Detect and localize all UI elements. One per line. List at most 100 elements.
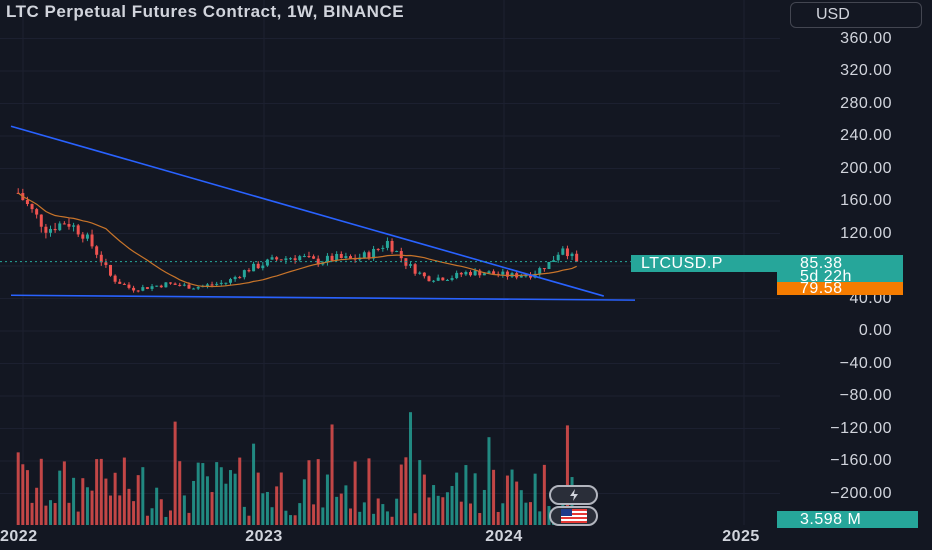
volume-bar bbox=[298, 503, 302, 525]
volume-bar bbox=[385, 511, 389, 525]
volume-bar bbox=[192, 480, 196, 525]
volume-bar bbox=[362, 502, 366, 525]
volume-bar bbox=[159, 499, 163, 525]
candle-body bbox=[164, 282, 168, 288]
volume-bar bbox=[372, 513, 376, 525]
candle-body bbox=[122, 283, 126, 285]
volume-bar bbox=[81, 478, 85, 525]
candle-body bbox=[381, 247, 385, 249]
volume-bar bbox=[325, 474, 329, 525]
volume-bar bbox=[109, 495, 113, 525]
volume-bar bbox=[67, 502, 71, 525]
candle-body bbox=[395, 250, 399, 252]
candle-body bbox=[53, 228, 57, 231]
volume-bar bbox=[210, 492, 214, 525]
descending-trendline[interactable] bbox=[10, 125, 605, 297]
candle-body bbox=[155, 285, 159, 287]
volume-bar bbox=[510, 469, 514, 525]
volume-bar bbox=[478, 512, 482, 525]
volume-bar bbox=[464, 465, 468, 525]
candle-body bbox=[99, 254, 103, 263]
volume-bar bbox=[505, 475, 509, 525]
volume-bar bbox=[44, 505, 48, 525]
volume-bar bbox=[127, 488, 131, 525]
us-flag-icon[interactable] bbox=[549, 506, 598, 526]
candle-body bbox=[492, 271, 496, 274]
candle-body bbox=[109, 264, 113, 276]
candle-body bbox=[293, 258, 297, 261]
volume-bar bbox=[492, 469, 496, 525]
candle-body bbox=[265, 259, 269, 266]
candle-body bbox=[118, 281, 122, 284]
support-trendline[interactable] bbox=[10, 294, 636, 301]
candle-body bbox=[344, 256, 348, 258]
candle-body bbox=[238, 277, 242, 279]
volume-bar bbox=[409, 412, 413, 525]
candle-body bbox=[432, 280, 436, 282]
volume-bar bbox=[113, 472, 117, 525]
volume-bar bbox=[330, 424, 334, 525]
candle-body bbox=[173, 283, 177, 285]
candle-body bbox=[487, 271, 491, 274]
candle-body bbox=[192, 288, 196, 290]
candle-body bbox=[136, 290, 140, 292]
candle-body bbox=[187, 284, 191, 289]
candle-body bbox=[35, 209, 39, 215]
volume-bar bbox=[312, 504, 316, 525]
candle-body bbox=[385, 240, 389, 248]
candle-body bbox=[233, 277, 237, 280]
candle-body bbox=[519, 275, 523, 278]
volume-bar bbox=[501, 503, 505, 525]
candle-body bbox=[62, 223, 66, 225]
candle-body bbox=[473, 270, 477, 276]
y-tick-label: 360.00 bbox=[840, 29, 892, 47]
volume-bar bbox=[136, 475, 140, 525]
volume-bar bbox=[95, 459, 99, 525]
candle-body bbox=[441, 277, 445, 281]
volume-bar bbox=[178, 461, 182, 525]
volume-bar bbox=[335, 496, 339, 525]
volume-bar bbox=[85, 487, 89, 525]
candle-body bbox=[575, 253, 579, 262]
candle-body bbox=[67, 224, 71, 227]
candle-body bbox=[459, 272, 463, 275]
candle-body bbox=[390, 240, 394, 252]
candle-body bbox=[399, 250, 403, 259]
currency-selector[interactable]: USD bbox=[790, 2, 922, 28]
volume-bar bbox=[49, 500, 53, 525]
lightning-icon[interactable] bbox=[549, 485, 598, 505]
candle-body bbox=[418, 272, 422, 274]
volume-bar bbox=[441, 497, 445, 525]
candle-body bbox=[76, 225, 80, 235]
candle-body bbox=[113, 275, 117, 282]
volume-bar bbox=[349, 508, 353, 525]
candle-body bbox=[570, 253, 574, 257]
candle-body bbox=[316, 258, 320, 265]
candle-body bbox=[275, 257, 279, 260]
volume-bar bbox=[482, 489, 486, 525]
volume-bar bbox=[515, 481, 519, 525]
y-tick-label: −40.00 bbox=[839, 354, 892, 372]
candle-body bbox=[362, 252, 366, 258]
bar-countdown: 5d 22h bbox=[800, 268, 852, 285]
candle-body bbox=[279, 259, 283, 261]
candle-body bbox=[422, 272, 426, 277]
chart-title: LTC Perpetual Futures Contract, 1W, BINA… bbox=[6, 2, 405, 21]
volume-bar bbox=[547, 506, 551, 525]
volume-bar bbox=[496, 511, 500, 525]
volume-bar bbox=[122, 457, 126, 525]
volume-bar bbox=[321, 507, 325, 525]
volume-bar bbox=[16, 452, 20, 525]
candle-body bbox=[450, 278, 454, 280]
candle-body bbox=[367, 252, 371, 259]
candle-body bbox=[247, 270, 251, 272]
candle-body bbox=[196, 287, 200, 289]
candle-body bbox=[505, 271, 509, 277]
volume-bar bbox=[422, 474, 426, 525]
candle-body bbox=[44, 226, 48, 233]
candle-body bbox=[270, 257, 274, 260]
volume-bar bbox=[487, 437, 491, 525]
candle-body bbox=[427, 276, 431, 282]
volume-bar bbox=[455, 472, 459, 525]
